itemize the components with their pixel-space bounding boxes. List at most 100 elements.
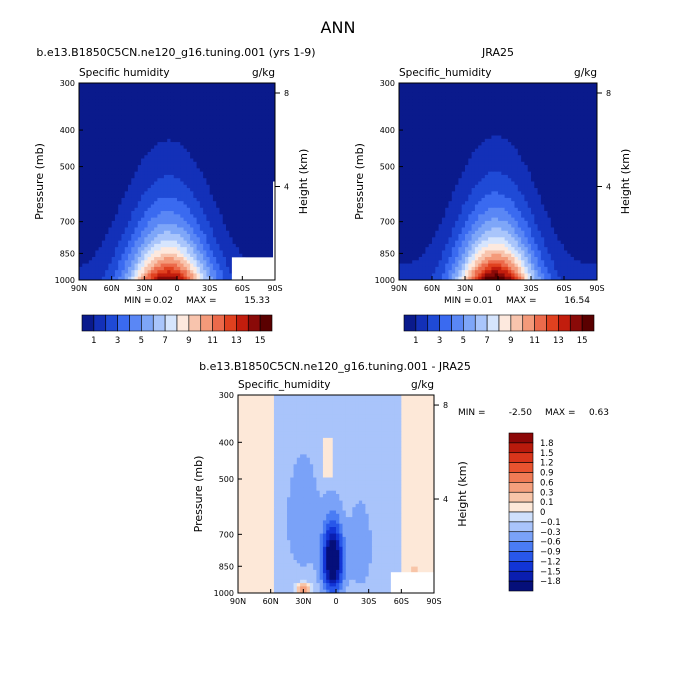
- y-tick-label: 850: [380, 249, 395, 258]
- max-value: 0.63: [589, 408, 609, 418]
- y-axis: 300 400 500 700 850 1000: [214, 391, 242, 598]
- colorbar-box: [534, 314, 547, 332]
- y2-axis: 84: [434, 401, 448, 504]
- x-tick-label: 30N: [295, 597, 311, 606]
- x-tick-label: 60S: [556, 284, 571, 293]
- x-tick-label: 30S: [202, 284, 217, 293]
- colorbar-label: 9: [186, 336, 191, 346]
- x-tick-label: 30S: [361, 597, 376, 606]
- y-tick-label: 1000: [214, 589, 234, 598]
- colorbar-label: 11: [529, 336, 540, 346]
- y2-tick-label: 4: [606, 183, 611, 192]
- colorbar-label: 3: [437, 336, 442, 346]
- y2-axis-label: Height (km): [619, 149, 632, 215]
- y-tick-label: 850: [219, 562, 234, 571]
- colorbar-box: [508, 452, 534, 463]
- colorbar-box: [463, 314, 476, 332]
- min-label: MIN =: [458, 408, 486, 418]
- colorbar-box: [259, 314, 273, 332]
- missing-region: [231, 257, 275, 280]
- colorbar-label: 7: [162, 336, 167, 346]
- colorbar-box: [427, 314, 440, 332]
- colorbar-box: [236, 314, 249, 332]
- colorbar-label: 0.3: [540, 488, 554, 498]
- y-tick-label: 300: [60, 79, 75, 88]
- colorbar-box: [403, 314, 417, 332]
- colorbar-box: [117, 314, 130, 332]
- colorbar-box: [558, 314, 571, 332]
- colorbar-box: [176, 314, 190, 332]
- colorbar-label: −0.9: [540, 548, 561, 558]
- colorbar-box: [508, 511, 534, 523]
- y-tick-label: 400: [380, 126, 395, 135]
- min-value: 0.01: [473, 296, 493, 306]
- colorbar-box: [486, 314, 500, 332]
- colorbar-box: [105, 314, 118, 332]
- colorbar-label: 0.6: [540, 478, 554, 488]
- colorbar-label: 1: [413, 336, 418, 346]
- y-tick-label: 1000: [375, 276, 395, 285]
- x-tick-label: 60N: [424, 284, 440, 293]
- colorbar-box: [569, 314, 583, 332]
- colorbar-box: [212, 314, 225, 332]
- colorbar-model: 1 3 5 7 9 11 13 15: [81, 314, 273, 346]
- colorbar-box: [508, 551, 534, 562]
- x-tick-label: 0: [174, 284, 179, 293]
- colorbar-absolute: 1 3 5 7 9 11 13 15 1 3 5 7 9 11 13 15: [81, 314, 595, 346]
- y-tick-label: 500: [219, 475, 234, 484]
- colorbar-box: [510, 314, 524, 332]
- x-tick-label: 90N: [391, 284, 407, 293]
- units-label: g/kg: [574, 67, 597, 79]
- min-value: -2.50: [509, 408, 533, 418]
- y-tick-label: 400: [219, 438, 234, 447]
- colorbar-label: 0.9: [540, 469, 554, 479]
- y-tick-label: 700: [60, 218, 75, 227]
- y-axis-label: Pressure (mb): [353, 143, 366, 220]
- missing-region: [273, 181, 275, 261]
- colorbar-box: [200, 314, 213, 332]
- x-tick-label: 90N: [230, 597, 246, 606]
- x-tick-label: 60N: [104, 284, 120, 293]
- y2-tick-label: 8: [606, 89, 611, 98]
- y2-tick-label: 8: [443, 401, 448, 410]
- colorbar-label: −0.3: [540, 528, 561, 538]
- colorbar-box: [508, 531, 534, 542]
- colorbar-box: [451, 314, 464, 332]
- colorbar-label: 7: [484, 336, 489, 346]
- colorbar-box: [508, 570, 534, 582]
- colorbar-box: [498, 314, 512, 332]
- panel-title: JRA25: [481, 46, 514, 59]
- panel-title: b.e13.B1850C5CN.ne120_g16.tuning.001 - J…: [199, 360, 471, 373]
- colorbar-box: [508, 462, 534, 473]
- max-label: MAX =: [506, 296, 537, 306]
- x-axis: 90N 60N 30N 0 30S 60S 90S: [230, 589, 442, 606]
- colorbar-box: [581, 314, 595, 332]
- y-tick-label: 500: [60, 163, 75, 172]
- missing-region: [390, 572, 434, 593]
- colorbar-box: [508, 561, 534, 572]
- colorbar-box: [474, 314, 488, 332]
- colorbar-box: [415, 314, 429, 332]
- colorbar-label: −1.2: [540, 557, 561, 567]
- colorbar-box: [508, 432, 534, 444]
- y2-axis-label: Height (km): [297, 149, 310, 215]
- colorbar-box: [439, 314, 452, 332]
- panel-model: b.e13.B1850C5CN.ne120_g16.tuning.001 (yr…: [33, 46, 316, 306]
- colorbar-label: 1: [91, 336, 96, 346]
- colorbar-label: 0: [540, 508, 545, 518]
- units-label: g/kg: [411, 379, 434, 391]
- colorbar-box: [164, 314, 178, 332]
- colorbar-box: [522, 314, 535, 332]
- y-tick-label: 700: [380, 218, 395, 227]
- x-tick-label: 60S: [235, 284, 250, 293]
- x-tick-label: 30S: [523, 284, 538, 293]
- colorbar-box: [508, 541, 534, 552]
- y-tick-label: 1000: [55, 276, 75, 285]
- y-axis: 300 400 500 700 850 1000: [375, 79, 403, 285]
- units-label: g/kg: [252, 67, 275, 79]
- panel-jra25: JRA25 Specific_humidity g/kg 90N 60N 30N 0 30S 6…: [353, 46, 632, 306]
- x-axis: 90N 60N 30N 0 30S 60S 90S: [71, 276, 283, 293]
- y-axis-label: Pressure (mb): [192, 456, 205, 533]
- field-cells: [399, 83, 598, 281]
- max-value: 16.54: [564, 296, 590, 306]
